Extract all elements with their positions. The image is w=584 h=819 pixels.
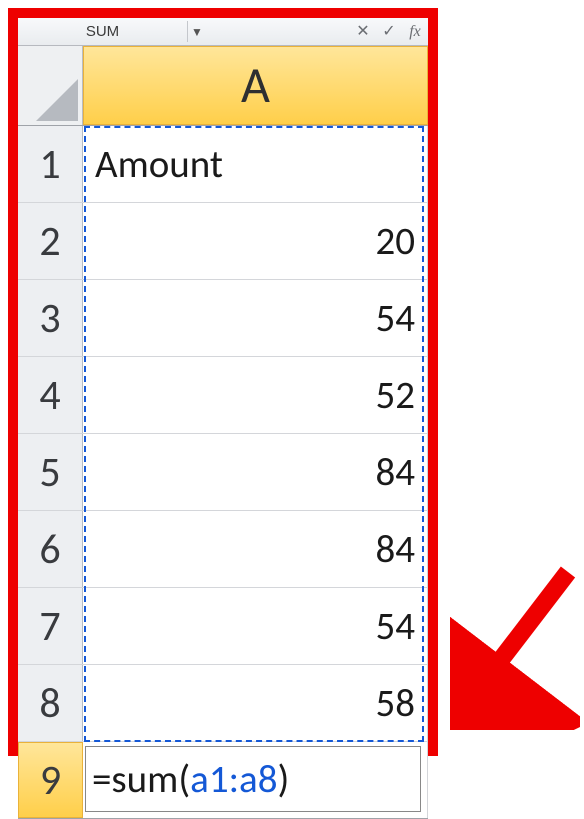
table-row: 452 — [18, 357, 428, 434]
formula-prefix: =sum( — [92, 756, 190, 803]
active-row: 9 =sum(a1:a8) — [18, 742, 428, 819]
formula-range-ref: a1:a8 — [190, 756, 277, 803]
cell[interactable]: 20 — [83, 203, 428, 279]
table-row: 1Amount — [18, 126, 428, 203]
row-header[interactable]: 4 — [18, 357, 83, 433]
annotation-arrow-icon — [450, 560, 580, 730]
formula-bar: SUM ▼ ✕ ✓ fx — [18, 18, 428, 46]
formula-edit-box[interactable]: =sum(a1:a8) — [85, 746, 421, 812]
accept-formula-icon[interactable]: ✓ — [376, 24, 402, 40]
select-all-cell[interactable] — [18, 46, 83, 125]
cancel-formula-icon[interactable]: ✕ — [350, 24, 376, 40]
name-box[interactable]: SUM — [18, 21, 188, 42]
row-header[interactable]: 7 — [18, 588, 83, 664]
table-row: 220 — [18, 203, 428, 280]
row-header-active[interactable]: 9 — [18, 742, 83, 818]
annotation-border: SUM ▼ ✕ ✓ fx A 1Amount220354452584684754… — [8, 8, 438, 756]
table-row: 684 — [18, 511, 428, 588]
active-cell[interactable]: =sum(a1:a8) — [83, 742, 428, 818]
row-header[interactable]: 6 — [18, 511, 83, 587]
cell[interactable]: 84 — [83, 511, 428, 587]
row-header[interactable]: 8 — [18, 665, 83, 741]
formula-suffix: ) — [278, 756, 290, 803]
insert-function-icon[interactable]: fx — [402, 24, 428, 40]
row-header[interactable]: 3 — [18, 280, 83, 356]
table-row: 584 — [18, 434, 428, 511]
row-header[interactable]: 2 — [18, 203, 83, 279]
table-row: 858 — [18, 665, 428, 742]
cell[interactable]: 58 — [83, 665, 428, 741]
cell[interactable]: 84 — [83, 434, 428, 510]
row-header[interactable]: 5 — [18, 434, 83, 510]
column-header-a[interactable]: A — [83, 46, 428, 125]
cell[interactable]: Amount — [83, 126, 428, 202]
name-box-dropdown-icon[interactable]: ▼ — [188, 25, 206, 39]
table-row: 754 — [18, 588, 428, 665]
column-header-row: A — [18, 46, 428, 126]
cell[interactable]: 52 — [83, 357, 428, 433]
row-header[interactable]: 1 — [18, 126, 83, 202]
select-all-triangle-icon — [36, 79, 78, 121]
cell[interactable]: 54 — [83, 588, 428, 664]
table-row: 354 — [18, 280, 428, 357]
spreadsheet-grid: A 1Amount220354452584684754858 9 =sum(a1… — [18, 46, 428, 819]
cell[interactable]: 54 — [83, 280, 428, 356]
